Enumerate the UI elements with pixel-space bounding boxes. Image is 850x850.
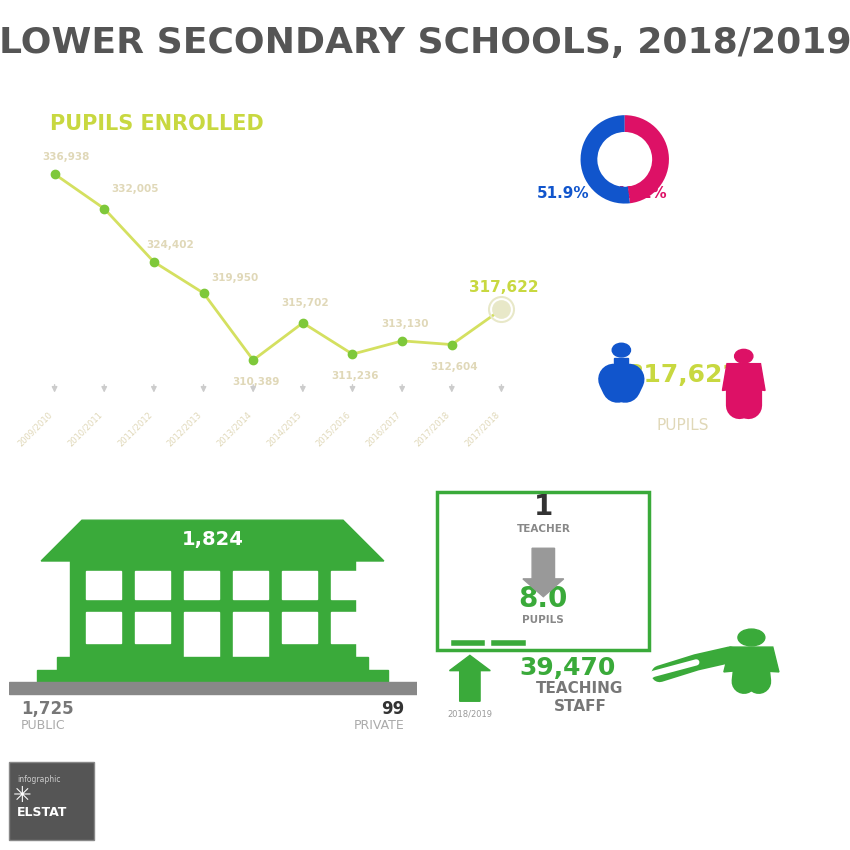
Polygon shape bbox=[184, 571, 218, 599]
Text: 2018/2019: 2018/2019 bbox=[447, 710, 492, 718]
Text: 324,402: 324,402 bbox=[146, 240, 194, 250]
Polygon shape bbox=[722, 364, 765, 390]
Polygon shape bbox=[135, 571, 170, 599]
Text: 1: 1 bbox=[534, 494, 553, 521]
Polygon shape bbox=[233, 612, 268, 658]
Text: 48.1%: 48.1% bbox=[614, 186, 666, 201]
Text: infographic: infographic bbox=[17, 775, 60, 784]
Text: #GreekDataMatter: #GreekDataMatter bbox=[666, 789, 830, 804]
Text: 317,622: 317,622 bbox=[626, 364, 740, 388]
Text: PUBLIC: PUBLIC bbox=[20, 719, 65, 732]
Polygon shape bbox=[233, 571, 268, 599]
FancyBboxPatch shape bbox=[8, 762, 94, 840]
Polygon shape bbox=[37, 670, 388, 683]
Text: TEACHER: TEACHER bbox=[517, 524, 570, 534]
Polygon shape bbox=[282, 571, 316, 599]
Wedge shape bbox=[625, 116, 669, 203]
Text: 2014/2015: 2014/2015 bbox=[264, 410, 303, 448]
Polygon shape bbox=[331, 612, 366, 643]
Text: Source: Hellenic Statistical Authority /2 November 2020: Source: Hellenic Statistical Authority /… bbox=[250, 790, 600, 802]
Text: 319,950: 319,950 bbox=[211, 274, 258, 283]
Text: ELSTAT: ELSTAT bbox=[17, 807, 67, 819]
Text: 2015/2016: 2015/2016 bbox=[314, 410, 353, 448]
Text: 336,938: 336,938 bbox=[42, 152, 89, 162]
Text: 51.9%: 51.9% bbox=[537, 186, 589, 201]
Polygon shape bbox=[70, 560, 355, 658]
FancyArrow shape bbox=[615, 358, 628, 379]
FancyArrow shape bbox=[450, 655, 490, 701]
Circle shape bbox=[738, 629, 765, 646]
Polygon shape bbox=[41, 520, 384, 561]
Text: 317,622: 317,622 bbox=[469, 280, 539, 295]
Circle shape bbox=[734, 349, 753, 363]
Text: 310,389: 310,389 bbox=[232, 377, 280, 387]
Polygon shape bbox=[724, 647, 779, 672]
Text: 1,824: 1,824 bbox=[182, 530, 243, 549]
Text: 312,604: 312,604 bbox=[430, 361, 478, 371]
Text: TEACHING: TEACHING bbox=[536, 681, 624, 696]
Text: 311,236: 311,236 bbox=[332, 371, 379, 382]
Text: 2009/2010: 2009/2010 bbox=[16, 410, 54, 448]
Text: ✳: ✳ bbox=[13, 786, 31, 807]
Text: 313,130: 313,130 bbox=[381, 319, 428, 329]
Text: 2010/2011: 2010/2011 bbox=[66, 410, 105, 448]
Text: 1,725: 1,725 bbox=[20, 700, 73, 718]
FancyBboxPatch shape bbox=[437, 492, 649, 650]
Text: +2.0%: +2.0% bbox=[452, 678, 487, 689]
Text: LOWER SECONDARY SCHOOLS, 2018/2019: LOWER SECONDARY SCHOOLS, 2018/2019 bbox=[0, 26, 850, 60]
Circle shape bbox=[612, 343, 631, 357]
Text: 2012/2013: 2012/2013 bbox=[166, 410, 203, 448]
Text: 315,702: 315,702 bbox=[281, 298, 329, 309]
Polygon shape bbox=[86, 571, 121, 599]
Text: PUPILS: PUPILS bbox=[656, 418, 709, 434]
Text: PRIVATE: PRIVATE bbox=[354, 719, 405, 732]
Wedge shape bbox=[581, 116, 630, 203]
FancyArrow shape bbox=[523, 548, 564, 597]
Polygon shape bbox=[282, 612, 316, 643]
Polygon shape bbox=[135, 612, 170, 643]
Text: 2017/2018: 2017/2018 bbox=[413, 410, 452, 449]
Text: 39,470: 39,470 bbox=[519, 656, 616, 680]
Text: 2016/2017: 2016/2017 bbox=[364, 410, 402, 449]
Text: 2013/2014: 2013/2014 bbox=[215, 410, 253, 448]
Text: 99: 99 bbox=[381, 700, 405, 718]
Polygon shape bbox=[184, 612, 218, 658]
Polygon shape bbox=[86, 612, 121, 643]
Polygon shape bbox=[58, 656, 367, 671]
Text: PUPILS: PUPILS bbox=[523, 615, 564, 625]
Polygon shape bbox=[331, 571, 366, 599]
Text: PUPILS ENROLLED: PUPILS ENROLLED bbox=[49, 114, 264, 134]
Text: 8.0: 8.0 bbox=[518, 586, 568, 613]
Polygon shape bbox=[8, 682, 416, 694]
Text: 2011/2012: 2011/2012 bbox=[116, 410, 154, 448]
Text: STAFF: STAFF bbox=[553, 699, 607, 714]
Text: 332,005: 332,005 bbox=[111, 184, 159, 194]
Text: 2017/2018: 2017/2018 bbox=[463, 410, 502, 449]
